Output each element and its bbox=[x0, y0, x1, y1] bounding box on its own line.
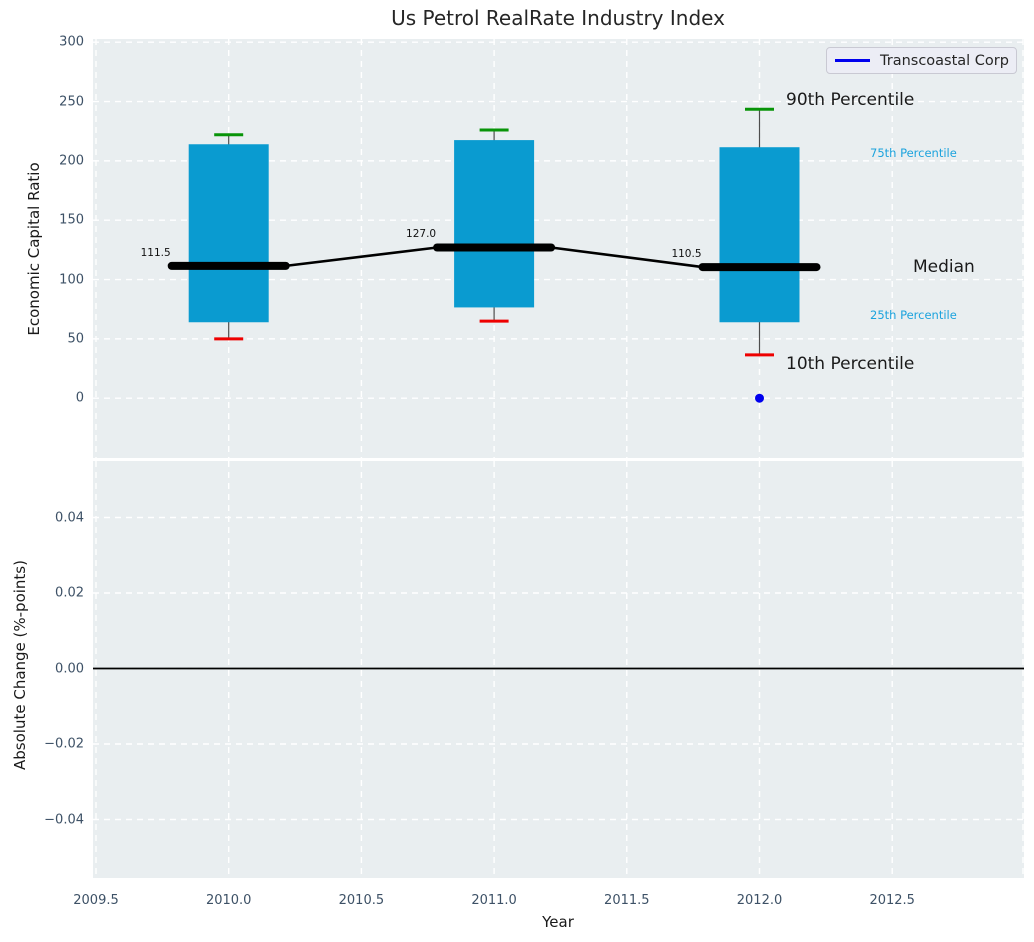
legend: Transcoastal Corp bbox=[826, 47, 1017, 74]
median-connector-line bbox=[285, 246, 438, 268]
bottom-y-tick-label: −0.02 bbox=[44, 736, 84, 752]
top-y-tick-label: 250 bbox=[59, 94, 84, 110]
bottom-y-tick-label: 0.00 bbox=[55, 661, 84, 676]
x-tick-label: 2011.0 bbox=[471, 893, 517, 908]
bottom-y-tick-label: 0.02 bbox=[55, 585, 84, 601]
x-tick-label: 2009.5 bbox=[73, 893, 119, 908]
x-tick-label: 2011.5 bbox=[604, 893, 650, 908]
percentile-label-90th-percentile: 90th Percentile bbox=[786, 90, 915, 110]
chart-title: Us Petrol RealRate Industry Index bbox=[391, 6, 725, 30]
top-y-axis-label: Economic Capital Ratio bbox=[25, 162, 43, 336]
x-tick-label: 2010.0 bbox=[205, 893, 252, 908]
x-axis-label: Year bbox=[542, 913, 574, 931]
x-tick-label: 2012.0 bbox=[736, 893, 783, 908]
box-p25-p75 bbox=[188, 144, 269, 323]
median-value-annotation: 127.0 bbox=[406, 228, 437, 241]
bottom-plot-area bbox=[93, 461, 1024, 878]
percentile-label-75th-percentile: 75th Percentile bbox=[870, 146, 957, 160]
legend-label: Transcoastal Corp bbox=[880, 52, 1009, 69]
top-y-tick-label: 300 bbox=[59, 34, 84, 50]
top-y-tick-label: 100 bbox=[59, 272, 84, 288]
percentile-label-median: Median bbox=[913, 257, 975, 277]
median-connector-line bbox=[550, 246, 703, 269]
top-y-tick-label: 150 bbox=[59, 212, 84, 228]
overlay-data-point bbox=[755, 393, 764, 403]
box-p25-p75 bbox=[719, 147, 800, 323]
x-tick-label: 2010.5 bbox=[338, 893, 385, 908]
median-value-annotation: 111.5 bbox=[140, 246, 171, 259]
legend-line-sample-icon bbox=[835, 59, 870, 62]
percentile-label-25th-percentile: 25th Percentile bbox=[870, 308, 957, 322]
x-tick-label: 2012.5 bbox=[869, 893, 915, 908]
box-p25-p75 bbox=[454, 140, 535, 308]
percentile-label-10th-percentile: 10th Percentile bbox=[786, 354, 915, 374]
top-y-tick-label: 200 bbox=[59, 153, 84, 169]
bottom-y-tick-label: 0.04 bbox=[55, 510, 84, 525]
top-y-tick-label: 0 bbox=[75, 390, 84, 406]
bottom-y-tick-label: −0.04 bbox=[44, 812, 84, 827]
top-y-tick-label: 50 bbox=[67, 331, 84, 347]
median-value-annotation: 110.5 bbox=[671, 248, 702, 261]
